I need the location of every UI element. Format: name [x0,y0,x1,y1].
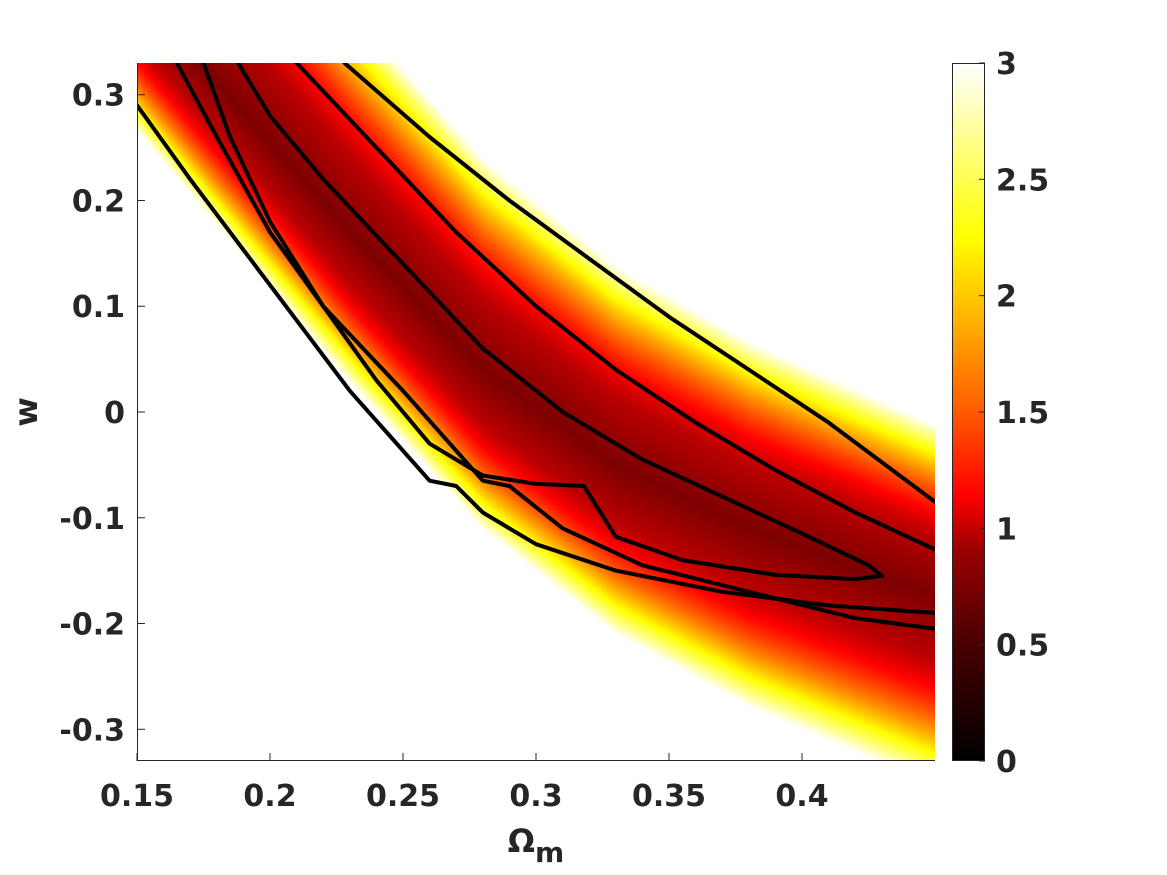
x-axis-label: Ωm [508,822,564,869]
y-axis-label: w [7,397,45,427]
x-tick-label: 0.4 [775,779,828,814]
y-tick-label: 0.1 [72,290,125,325]
y-tick-label: -0.3 [59,713,125,748]
colorbar-tick-label: 1 [996,512,1017,547]
y-tick-label: 0 [104,396,125,431]
y-tick-label: -0.2 [59,608,125,643]
y-tick-label: -0.1 [59,502,125,537]
x-tick-label: 0.3 [509,779,562,814]
contour-line [342,63,935,504]
contour-layer [137,63,935,631]
y-tick-label: 0.2 [72,184,125,219]
x-tick-label: 0.15 [100,779,174,814]
heatmap-surface [137,63,935,761]
y-tick-label: 0.3 [72,79,125,114]
colorbar-tick-label: 0 [996,745,1017,780]
colorbar-tick-label: 2.5 [996,163,1049,198]
colorbar-tick-label: 3 [996,47,1017,82]
x-tick-label: 0.25 [366,779,440,814]
contour-line [137,103,935,615]
contour-line [294,63,935,552]
colorbar-tick-label: 2 [996,280,1017,315]
plot-area [137,63,935,761]
x-tick-label: 0.35 [632,779,706,814]
contour-line [174,63,935,631]
colorbar-tick-label: 1.5 [996,396,1049,431]
x-axis-label-symbol: Ω [508,822,535,860]
colorbar-ticks: 3 2.5 2 1.5 1 0.5 0 [979,47,1049,780]
y-axis-ticks: 0.3 0.2 0.1 0 -0.1 -0.2 -0.3 [59,79,145,748]
x-axis-ticks: 0.15 0.2 0.25 0.3 0.35 0.4 [100,753,829,814]
x-tick-label: 0.2 [243,779,296,814]
x-axis-label-subscript: m [535,836,564,869]
contour-line [201,63,884,582]
colorbar-tick-label: 0.5 [996,629,1049,664]
